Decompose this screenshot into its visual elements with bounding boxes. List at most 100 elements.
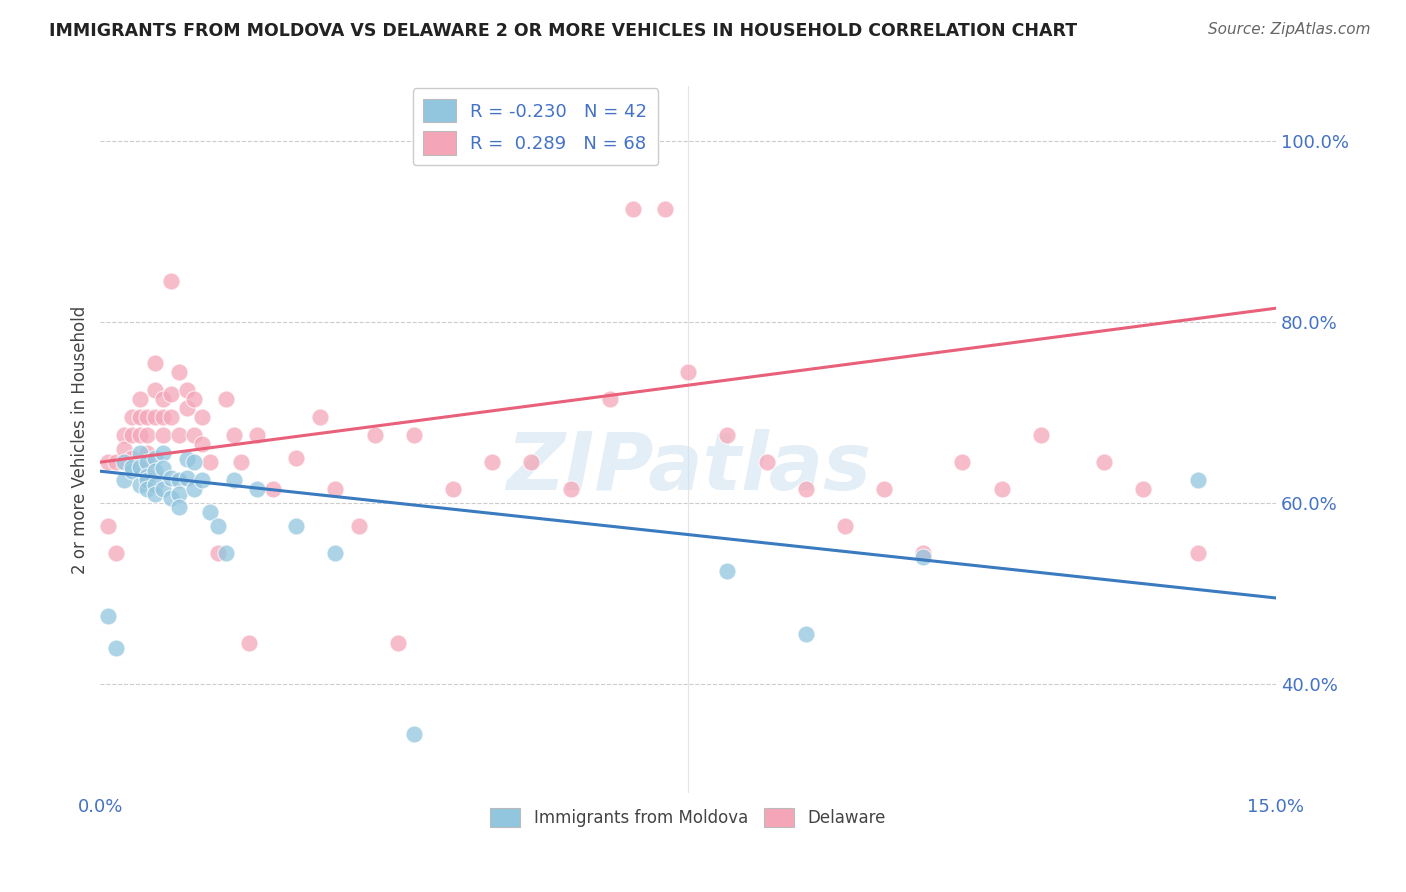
Point bbox=[183, 483, 205, 497]
Point bbox=[716, 564, 738, 578]
Point bbox=[560, 483, 582, 497]
Point bbox=[97, 609, 120, 624]
Point bbox=[128, 446, 150, 460]
Text: ZIPatlas: ZIPatlas bbox=[506, 429, 870, 507]
Point bbox=[136, 459, 159, 474]
Point bbox=[160, 409, 183, 424]
Point bbox=[136, 468, 159, 483]
Point bbox=[121, 459, 143, 474]
Point bbox=[160, 470, 183, 484]
Point bbox=[121, 464, 143, 478]
Point bbox=[112, 428, 135, 442]
Point bbox=[167, 473, 190, 487]
Point bbox=[441, 483, 464, 497]
Point bbox=[198, 505, 221, 519]
Point bbox=[152, 428, 174, 442]
Point bbox=[160, 387, 183, 401]
Point bbox=[755, 455, 778, 469]
Point bbox=[167, 365, 190, 379]
Point bbox=[143, 355, 166, 369]
Point bbox=[160, 274, 183, 288]
Point bbox=[97, 518, 120, 533]
Point bbox=[402, 727, 425, 741]
Point bbox=[198, 455, 221, 469]
Point bbox=[128, 392, 150, 406]
Point bbox=[152, 446, 174, 460]
Point bbox=[1132, 483, 1154, 497]
Point bbox=[621, 202, 644, 216]
Point bbox=[152, 392, 174, 406]
Point bbox=[121, 428, 143, 442]
Point bbox=[285, 518, 308, 533]
Point bbox=[990, 483, 1012, 497]
Point bbox=[1029, 428, 1052, 442]
Point bbox=[160, 491, 183, 506]
Point bbox=[191, 473, 214, 487]
Point bbox=[136, 446, 159, 460]
Point bbox=[873, 483, 896, 497]
Point bbox=[794, 483, 817, 497]
Point bbox=[1092, 455, 1115, 469]
Point bbox=[112, 455, 135, 469]
Point bbox=[128, 459, 150, 474]
Point bbox=[191, 437, 214, 451]
Point bbox=[143, 450, 166, 465]
Point bbox=[215, 392, 238, 406]
Y-axis label: 2 or more Vehicles in Household: 2 or more Vehicles in Household bbox=[72, 305, 89, 574]
Point bbox=[834, 518, 856, 533]
Point bbox=[238, 636, 260, 650]
Point bbox=[183, 392, 205, 406]
Point bbox=[105, 640, 128, 655]
Text: IMMIGRANTS FROM MOLDOVA VS DELAWARE 2 OR MORE VEHICLES IN HOUSEHOLD CORRELATION : IMMIGRANTS FROM MOLDOVA VS DELAWARE 2 OR… bbox=[49, 22, 1077, 40]
Point bbox=[262, 483, 284, 497]
Point bbox=[794, 627, 817, 641]
Point bbox=[654, 202, 676, 216]
Point bbox=[112, 473, 135, 487]
Legend: Immigrants from Moldova, Delaware: Immigrants from Moldova, Delaware bbox=[484, 801, 893, 834]
Point bbox=[167, 500, 190, 515]
Point bbox=[912, 546, 935, 560]
Point bbox=[222, 473, 245, 487]
Point bbox=[128, 477, 150, 491]
Point bbox=[716, 428, 738, 442]
Point bbox=[136, 409, 159, 424]
Point bbox=[183, 428, 205, 442]
Point bbox=[176, 470, 198, 484]
Point bbox=[167, 428, 190, 442]
Point bbox=[143, 409, 166, 424]
Point bbox=[952, 455, 974, 469]
Point bbox=[285, 450, 308, 465]
Point bbox=[387, 636, 409, 650]
Point bbox=[207, 518, 229, 533]
Point bbox=[112, 442, 135, 456]
Point bbox=[121, 409, 143, 424]
Text: Source: ZipAtlas.com: Source: ZipAtlas.com bbox=[1208, 22, 1371, 37]
Point bbox=[121, 450, 143, 465]
Point bbox=[325, 546, 347, 560]
Point bbox=[136, 455, 159, 469]
Point bbox=[246, 483, 269, 497]
Point bbox=[176, 452, 198, 467]
Point bbox=[308, 409, 330, 424]
Point bbox=[128, 409, 150, 424]
Point bbox=[152, 461, 174, 475]
Point bbox=[183, 455, 205, 469]
Point bbox=[152, 483, 174, 497]
Point bbox=[143, 383, 166, 397]
Point bbox=[143, 487, 166, 501]
Point bbox=[136, 428, 159, 442]
Point bbox=[520, 455, 543, 469]
Point bbox=[231, 455, 253, 469]
Point bbox=[143, 464, 166, 478]
Point bbox=[191, 409, 214, 424]
Point bbox=[676, 365, 699, 379]
Point bbox=[222, 428, 245, 442]
Point bbox=[128, 428, 150, 442]
Point bbox=[599, 392, 621, 406]
Point bbox=[136, 473, 159, 487]
Point bbox=[481, 455, 503, 469]
Point bbox=[176, 383, 198, 397]
Point bbox=[105, 546, 128, 560]
Point bbox=[246, 428, 269, 442]
Point bbox=[136, 483, 159, 497]
